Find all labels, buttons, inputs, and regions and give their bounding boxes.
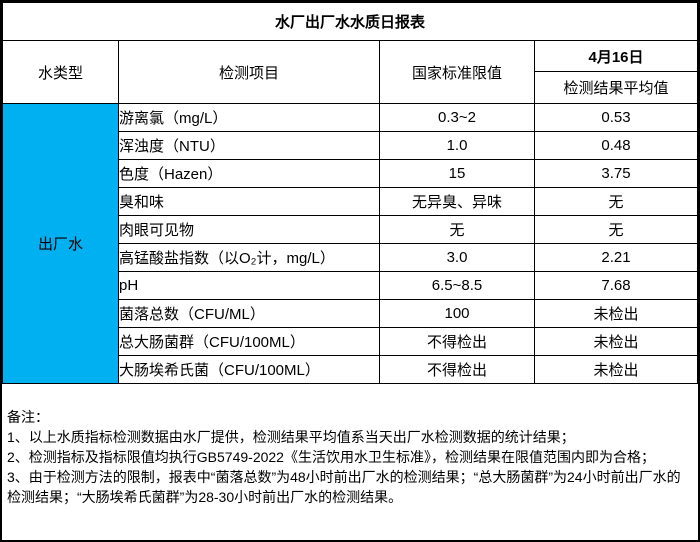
note-line-3: 3、由于检测方法的限制，报表中“菌落总数”为48小时前出厂水的检测结果；“总大肠…: [7, 469, 681, 505]
table-row: 臭和味 无异臭、异味 无: [3, 187, 698, 216]
result-value: 未检出: [534, 327, 698, 356]
item-name: 总大肠菌群（CFU/100ML）: [118, 327, 380, 356]
col-header-standard-limit: 国家标准限值: [379, 40, 535, 104]
table-row: 出厂水 游离氯（mg/L） 0.3~2 0.53: [2, 103, 698, 384]
col-header-test-item: 检测项目: [118, 40, 380, 104]
table-row: pH 6.5~8.5 7.68: [3, 271, 698, 300]
col-header-result-avg: 检测结果平均值: [534, 71, 698, 104]
standard-limit-value: 3.0: [379, 243, 535, 272]
note-line-2: 2、检测指标及指标限值均执行GB5749-2022《生活饮用水卫生标准》，检测结…: [7, 449, 655, 465]
standard-limit-value: 0.3~2: [379, 103, 535, 132]
standard-limit-value: 100: [379, 299, 535, 328]
col-header-date: 4月16日: [534, 40, 698, 72]
standard-limit-value: 不得检出: [379, 355, 535, 384]
result-value: 2.21: [534, 243, 698, 272]
item-name: 肉眼可见物: [118, 215, 380, 244]
item-name: 浑浊度（NTU）: [118, 131, 380, 160]
item-name: 臭和味: [118, 187, 380, 216]
item-name: pH: [118, 271, 380, 300]
table-row: 肉眼可见物 无 无: [3, 215, 698, 244]
result-value: 3.75: [534, 159, 698, 188]
note-line-1: 1、以上水质指标检测数据由水厂提供，检测结果平均值系当天出厂水检测数据的统计结果…: [7, 429, 575, 445]
water-quality-table: 水厂出厂水水质日报表 水类型 检测项目 国家标准限值 4月16日 检测结果平均值…: [2, 2, 698, 384]
water-type-cell: 出厂水: [2, 103, 119, 384]
col-header-water-type: 水类型: [2, 40, 119, 104]
item-name: 菌落总数（CFU/ML）: [118, 299, 380, 328]
standard-limit-value: 无: [379, 215, 535, 244]
result-value: 未检出: [534, 355, 698, 384]
standard-limit-value: 不得检出: [379, 327, 535, 356]
table-row: 高锰酸盐指数（以O₂计，mg/L） 3.0 2.21: [3, 243, 698, 272]
table-row: 大肠埃希氏菌（CFU/100ML） 不得检出 未检出: [3, 355, 698, 384]
result-value: 7.68: [534, 271, 698, 300]
item-name: 游离氯（mg/L）: [118, 103, 380, 132]
notes-section: 备注： 1、以上水质指标检测数据由水厂提供，检测结果平均值系当天出厂水检测数据的…: [2, 384, 698, 507]
result-value: 无: [534, 215, 698, 244]
standard-limit-value: 无异臭、异味: [379, 187, 535, 216]
standard-limit-value: 1.0: [379, 131, 535, 160]
result-value: 0.53: [534, 103, 698, 132]
item-name: 高锰酸盐指数（以O₂计，mg/L）: [118, 243, 380, 272]
table-row: 色度（Hazen） 15 3.75: [3, 159, 698, 188]
header-row-1: 水类型 检测项目 国家标准限值 4月16日: [2, 40, 698, 104]
item-name: 色度（Hazen）: [118, 159, 380, 188]
standard-limit-value: 6.5~8.5: [379, 271, 535, 300]
page-title: 水厂出厂水水质日报表: [2, 2, 698, 41]
item-name: 大肠埃希氏菌（CFU/100ML）: [118, 355, 380, 384]
result-value: 0.48: [534, 131, 698, 160]
table-row: 总大肠菌群（CFU/100ML） 不得检出 未检出: [3, 327, 698, 356]
result-value: 无: [534, 187, 698, 216]
result-value: 未检出: [534, 299, 698, 328]
header-row-2: 检测结果平均值: [3, 71, 698, 104]
table-row: 浑浊度（NTU） 1.0 0.48: [3, 131, 698, 160]
standard-limit-value: 15: [379, 159, 535, 188]
table-row: 菌落总数（CFU/ML） 100 未检出: [3, 299, 698, 328]
notes-label: 备注：: [7, 409, 49, 425]
title-row: 水厂出厂水水质日报表: [2, 2, 698, 41]
